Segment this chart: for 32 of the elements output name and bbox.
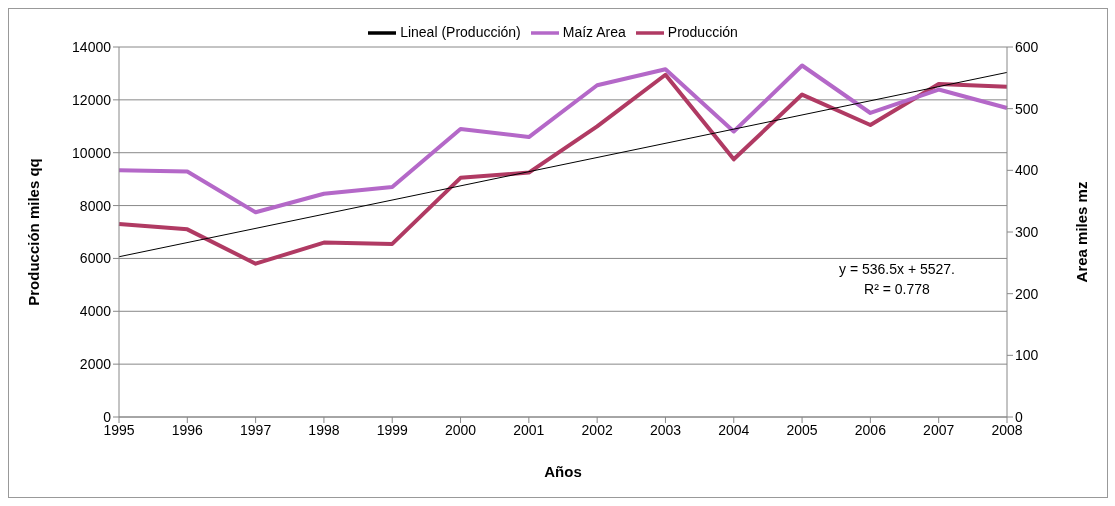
y-tick-label: 10000 xyxy=(72,144,112,161)
y2-tick-label: 200 xyxy=(1015,285,1039,302)
y-tick-label: 8000 xyxy=(79,197,112,214)
y-tick-label: 12000 xyxy=(72,91,112,108)
legend-label: Producción xyxy=(667,23,738,40)
y-axis-title: Producción miles qq xyxy=(25,158,43,306)
y2-tick-label: 400 xyxy=(1015,162,1039,179)
x-tick-label: 2002 xyxy=(581,421,613,438)
y2-tick-label: 600 xyxy=(1015,38,1039,55)
y-tick-label: 14000 xyxy=(72,38,112,55)
x-tick-label: 1997 xyxy=(240,421,272,438)
y-tick-label: 4000 xyxy=(79,303,112,320)
x-tick-label: 2006 xyxy=(854,421,887,438)
y2-axis-title: Area miles mz xyxy=(1073,181,1091,283)
x-tick-label: 1999 xyxy=(376,421,409,438)
legend-label: Lineal (Producción) xyxy=(400,23,521,40)
x-tick-label: 2005 xyxy=(786,421,818,438)
x-tick-label: 1996 xyxy=(171,421,204,438)
legend-label: Maíz Area xyxy=(562,23,626,40)
y2-tick-label: 300 xyxy=(1015,223,1039,240)
y-tick-label: 6000 xyxy=(79,250,112,267)
y2-tick-label: 100 xyxy=(1015,347,1039,364)
x-axis-title: Años xyxy=(544,463,582,480)
x-tick-label: 1998 xyxy=(308,421,340,438)
y2-tick-label: 500 xyxy=(1015,100,1039,117)
x-tick-label: 2001 xyxy=(513,421,545,438)
x-tick-label: 2003 xyxy=(649,421,682,438)
x-tick-label: 2007 xyxy=(923,421,955,438)
y-tick-label: 2000 xyxy=(79,356,112,373)
x-tick-label: 2004 xyxy=(718,421,750,438)
annotation: y = 536.5x + 5527. R² = 0.778 xyxy=(839,260,955,299)
x-tick-label: 2000 xyxy=(444,421,477,438)
